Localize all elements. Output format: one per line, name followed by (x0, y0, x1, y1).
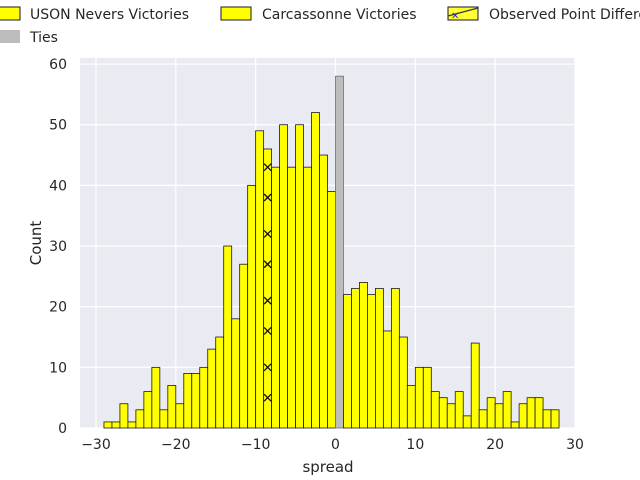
bar-series-2 (534, 397, 544, 429)
observed-markers (263, 163, 272, 402)
legend-label-ties: Ties (29, 30, 58, 46)
bar-series-2 (375, 288, 384, 429)
bar-series-2 (438, 397, 448, 429)
legend-swatch-uson (0, 6, 21, 21)
x-tick-label: −30 (81, 437, 111, 453)
bar-series-2 (398, 336, 408, 429)
y-tick-label: 30 (49, 239, 67, 255)
bar-series-0 (151, 366, 161, 429)
bar-series-0 (287, 166, 296, 429)
observed-x-marker (263, 326, 272, 335)
x-tick-label: 30 (566, 437, 584, 453)
x-tick-label: −20 (161, 437, 191, 453)
y-axis-title: Count (27, 221, 45, 266)
bar-series-0 (279, 124, 288, 429)
bar-series-2 (367, 294, 376, 429)
bar-series-0 (111, 421, 121, 429)
bar-series-2 (343, 294, 352, 429)
y-tick-label: 20 (49, 300, 67, 316)
bar-series-2 (382, 330, 392, 429)
bar-series-2 (542, 409, 552, 429)
observed-x-marker (263, 193, 272, 202)
bar-series-0 (191, 373, 201, 429)
bar-series-2 (446, 403, 456, 429)
x-tick-label: 10 (406, 437, 424, 453)
bar-series-0 (319, 154, 328, 429)
bar-series-0 (255, 130, 265, 429)
bar-series-0 (295, 124, 304, 429)
bar-series-2 (351, 288, 360, 429)
bar-series-0 (263, 148, 273, 429)
observed-x-marker (263, 229, 272, 238)
y-tick-label: 50 (49, 118, 67, 134)
bar-series-0 (135, 409, 145, 429)
observed-x-marker (263, 163, 272, 172)
bar-series-2 (550, 409, 560, 429)
bar-series-2 (414, 366, 424, 429)
bar-series-2 (486, 397, 496, 429)
legend-swatch-observed-line (447, 7, 479, 17)
bar-series-2 (462, 415, 472, 429)
legend-swatch-carcassonne (220, 6, 252, 21)
bar-series-2 (494, 403, 504, 429)
bar-series-2 (422, 366, 432, 429)
bar-series-2 (390, 288, 400, 429)
y-tick-label: 0 (58, 421, 67, 437)
tick-labels: −30 −20 −10 0 10 20 30 0 10 20 30 40 50 60 (49, 57, 584, 453)
bar-series-2 (510, 421, 520, 429)
bar-series-0 (119, 403, 129, 429)
bars (103, 75, 560, 429)
bar-series-0 (327, 191, 336, 429)
bar-series-0 (103, 421, 113, 429)
x-tick-label: 20 (486, 437, 504, 453)
bar-series-0 (303, 166, 312, 429)
legend-item-observed: ✕ Observed Point Differe (447, 6, 640, 23)
bar-series-2 (526, 397, 536, 429)
bar-series-0 (239, 263, 249, 429)
legend-swatch-observed-x: ✕ (451, 11, 459, 22)
bar-series-2 (478, 409, 488, 429)
legend-item-uson: USON Nevers Victories (0, 6, 189, 23)
y-tick-label: 10 (49, 360, 67, 376)
bar-series-0 (143, 391, 153, 429)
bar-series-0 (215, 336, 225, 429)
bar-series-0 (127, 421, 137, 429)
legend-item-ties: Ties (0, 30, 58, 46)
bar-series-0 (199, 366, 209, 429)
bar-series-2 (470, 342, 480, 429)
x-tick-label: 0 (331, 437, 340, 453)
y-tick-label: 40 (49, 178, 67, 194)
bar-series-2 (502, 391, 512, 429)
bar-series-0 (271, 166, 280, 429)
bar-series-0 (207, 348, 217, 429)
legend: USON Nevers Victories Carcassonne Victor… (0, 6, 640, 46)
legend-label-uson: USON Nevers Victories (30, 7, 189, 23)
observed-x-marker (263, 393, 272, 402)
bar-series-2 (454, 391, 464, 429)
y-tick-label: 60 (49, 57, 67, 73)
bar-series-0 (247, 184, 257, 429)
bar-series-2 (518, 403, 528, 429)
legend-label-observed: Observed Point Differe (489, 7, 640, 23)
bar-series-2 (359, 282, 368, 429)
legend-item-carcassonne: Carcassonne Victories (220, 6, 417, 23)
bar-series-0 (159, 409, 169, 429)
observed-x-marker (263, 363, 272, 372)
observed-x-marker (263, 260, 272, 269)
bar-series-0 (167, 385, 177, 429)
x-tick-label: −10 (241, 437, 271, 453)
legend-swatch-ties (0, 30, 20, 43)
bar-series-2 (430, 391, 440, 429)
bar-series-0 (231, 318, 241, 429)
x-axis-title: spread (302, 458, 353, 476)
bar-series-0 (223, 245, 233, 429)
bar-series-0 (183, 373, 193, 429)
bar-series-0 (175, 403, 185, 429)
legend-label-carcassonne: Carcassonne Victories (262, 7, 417, 23)
bar-series-1 (335, 75, 344, 429)
bar-series-0 (311, 112, 320, 429)
bar-series-2 (406, 385, 416, 429)
observed-x-marker (263, 296, 272, 305)
